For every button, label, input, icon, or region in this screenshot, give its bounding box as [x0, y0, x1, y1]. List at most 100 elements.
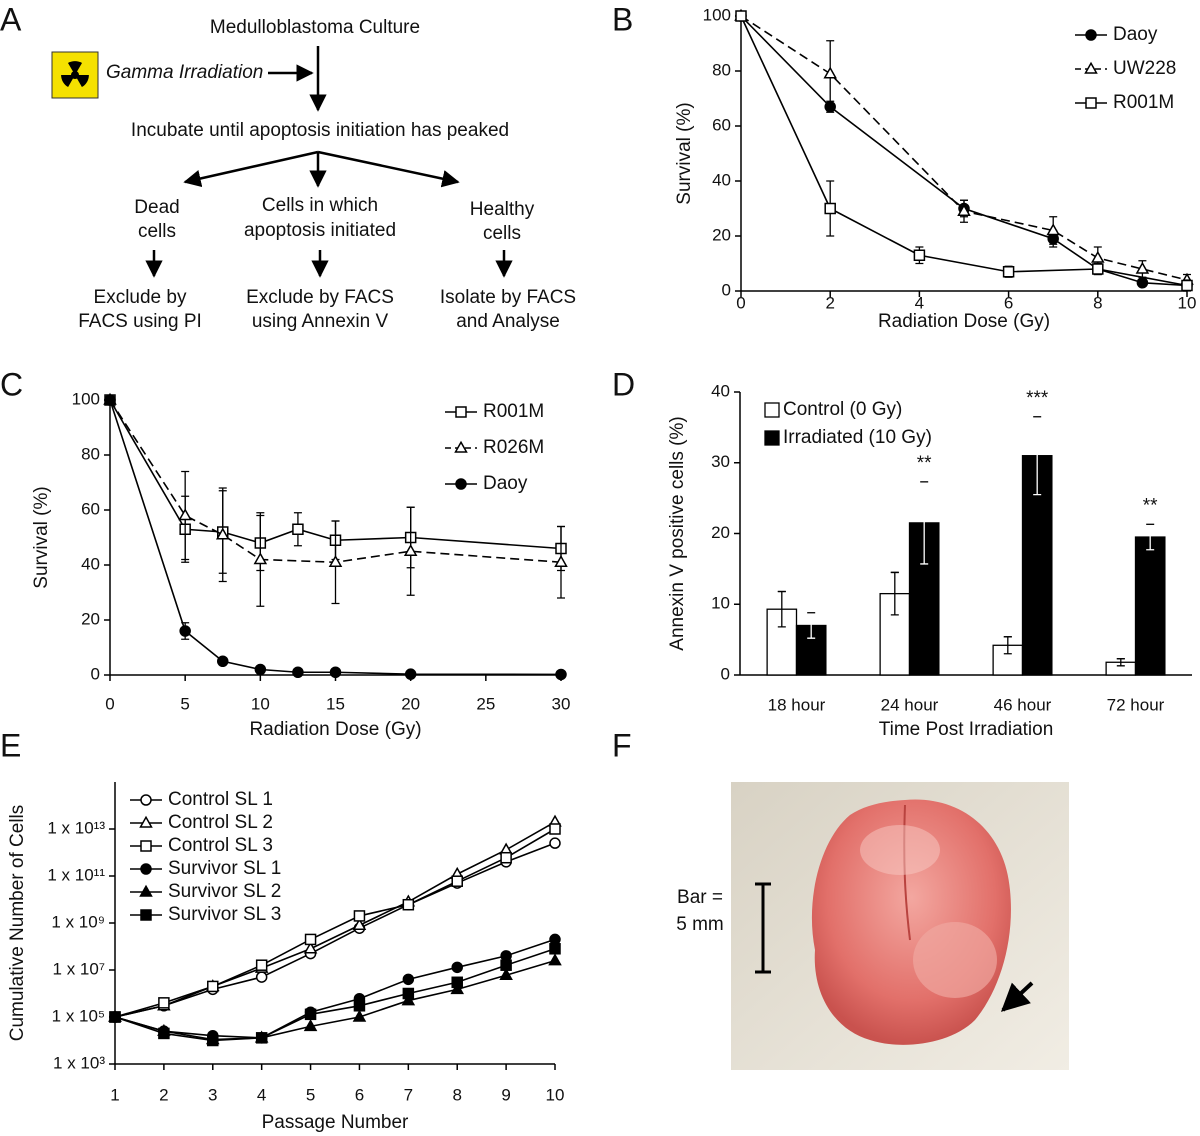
photo: Bar = 5 mm: [676, 782, 1069, 1070]
y-tick-label: 1 x 10³: [53, 1053, 105, 1072]
marker: [158, 1027, 170, 1040]
x-tick-label: 30: [552, 694, 571, 713]
x-tick-label: 0: [105, 694, 114, 713]
marker: [304, 1008, 317, 1021]
panel-label: B: [612, 1, 633, 37]
y-tick-label: 40: [711, 381, 730, 400]
legend-label: Survivor SL 3: [168, 904, 281, 925]
node-label: Dead: [134, 197, 179, 218]
marker: [1091, 250, 1105, 263]
series-line: [114, 828, 556, 1018]
marker: [500, 959, 512, 971]
significance-label: **: [917, 453, 932, 474]
marker: [329, 666, 342, 678]
x-tick-label: 9: [501, 1085, 510, 1104]
series-line: [109, 399, 562, 550]
marker: [140, 909, 152, 921]
y-tick-label: 1 x 10¹³: [47, 818, 105, 837]
node-label: apoptosis initiated: [244, 220, 396, 241]
marker: [1046, 223, 1060, 236]
highlight: [860, 825, 940, 875]
marker: [1084, 61, 1098, 74]
x-tick-label: 0: [736, 293, 745, 312]
node-label: Incubate until apoptosis initiation has …: [131, 120, 509, 141]
y-tick-label: 100: [72, 389, 100, 408]
x-tick-label: 6: [1004, 293, 1013, 312]
y-tick-label: 80: [712, 60, 731, 79]
marker: [303, 1019, 318, 1032]
series-line: [740, 15, 1188, 287]
marker: [1135, 261, 1150, 274]
marker: [500, 950, 512, 962]
marker: [140, 840, 152, 852]
marker: [735, 10, 747, 22]
series-line: [114, 959, 556, 1041]
marker: [548, 953, 562, 966]
marker: [402, 987, 415, 1000]
x-tick-label: 5: [180, 694, 189, 713]
marker: [499, 967, 513, 980]
legend-label: R026M: [483, 437, 544, 458]
x-tick-label: 1: [110, 1085, 119, 1104]
marker: [824, 202, 836, 215]
marker: [451, 875, 463, 887]
x-tick-label: 10: [251, 694, 270, 713]
y-tick-label: 20: [711, 523, 730, 542]
marker: [402, 973, 415, 986]
legend-label: Control SL 1: [168, 789, 273, 810]
marker: [554, 554, 568, 567]
significance-label: **: [1143, 495, 1158, 516]
bar: [1134, 536, 1166, 676]
x-tick-label: 7: [404, 1085, 413, 1104]
series-line: [114, 842, 556, 1018]
x-tick-label: 25: [476, 694, 495, 713]
marker: [1136, 277, 1149, 289]
marker: [500, 851, 512, 864]
y-tick-label: 60: [81, 499, 100, 518]
marker: [178, 508, 192, 521]
x-tick-label: 2: [159, 1085, 168, 1104]
y-tick-label: 100: [703, 5, 731, 24]
marker: [207, 980, 219, 993]
marker: [823, 66, 837, 79]
x-tick-label: 18 hour: [768, 695, 826, 714]
marker: [255, 1032, 268, 1044]
legend-swatch: [764, 402, 780, 418]
marker: [454, 440, 468, 453]
x-tick-label: 20: [401, 694, 420, 713]
series-line: [114, 948, 556, 1042]
marker: [1085, 29, 1097, 41]
panel-label: D: [612, 366, 635, 402]
brain-fissure: [903, 804, 911, 941]
x-axis-label: Passage Number: [262, 1112, 409, 1133]
arrow: [317, 150, 460, 188]
y-tick-label: 40: [712, 170, 731, 189]
marker: [328, 554, 343, 567]
legend-label: Control SL 2: [168, 812, 273, 833]
y-tick-label: 0: [91, 664, 100, 683]
node-label: Medulloblastoma Culture: [210, 17, 420, 38]
node-label: Exclude by FACS: [246, 287, 394, 308]
series-line: [740, 15, 1188, 287]
marker: [352, 918, 367, 931]
marker: [549, 933, 561, 946]
marker: [549, 837, 561, 849]
y-axis-label: Survival (%): [31, 486, 52, 588]
panel-label: C: [0, 366, 23, 402]
x-tick-label: 8: [452, 1085, 461, 1104]
marker: [451, 976, 463, 989]
marker: [913, 249, 926, 261]
marker: [253, 552, 268, 565]
node-label: Isolate by FACS: [440, 287, 576, 308]
legend-label: Survivor SL 2: [168, 881, 281, 902]
y-axis-label: Annexin V positive cells (%): [667, 416, 688, 650]
series-line: [114, 821, 556, 1018]
x-tick-label: 8: [1093, 293, 1102, 312]
marker: [549, 823, 561, 835]
marker: [451, 961, 463, 974]
scale-label: 5 mm: [676, 914, 724, 935]
legend-label: Daoy: [1113, 24, 1158, 45]
legend-swatch: [764, 430, 780, 446]
x-tick-label: 46 hour: [994, 695, 1052, 714]
legend-label: R001M: [483, 401, 544, 422]
